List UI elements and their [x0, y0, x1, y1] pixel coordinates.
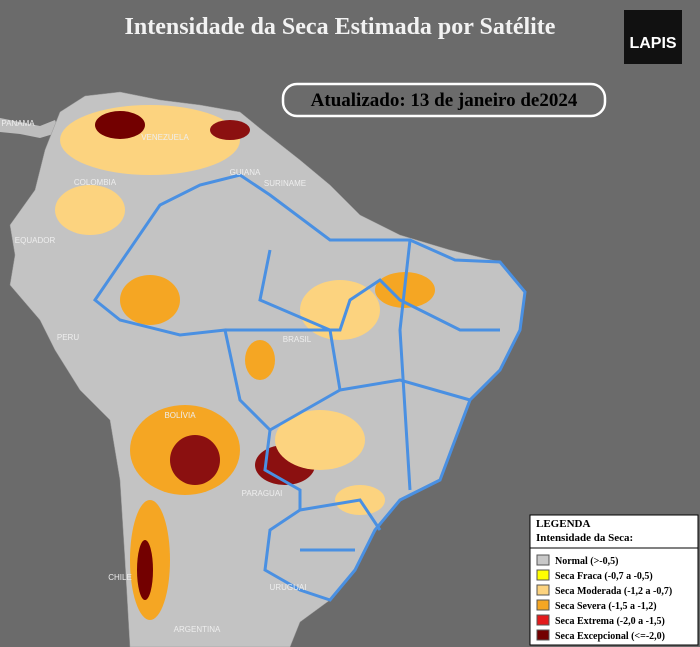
legend-box: [529, 514, 699, 646]
country-label: GUIANA: [230, 168, 261, 177]
country-label: SURINAME: [264, 179, 306, 188]
country-label: ARGENTINA: [174, 625, 221, 634]
drought-area: [245, 340, 275, 380]
drought-area: [95, 111, 145, 139]
country-label: COLOMBIA: [74, 178, 117, 187]
logo: LAPIS: [629, 35, 676, 52]
legend-swatch: [536, 614, 550, 626]
legend-title: LEGENDA: [536, 518, 590, 530]
drought-area: [120, 275, 180, 325]
legend-swatch: [536, 629, 550, 641]
legend-label: Seca Fraca (-0,7 a -0,5): [555, 571, 653, 582]
legend-swatch: [536, 599, 550, 611]
updated-box: [281, 82, 607, 118]
drought-area: [137, 540, 153, 600]
country-label: PARAGUAI: [242, 489, 283, 498]
legend-label: Normal (>-0,5): [555, 556, 618, 567]
legend-swatch: [536, 569, 550, 581]
legend-subtitle: Intensidade da Seca:: [536, 532, 633, 544]
map-labels: PANAMA VENEZUELA COLOMBIA GUIANA SURINAM…: [1, 119, 311, 634]
brazil-states: [92, 173, 527, 602]
country-label: BOLÍVIA: [164, 411, 196, 420]
country-label: VENEZUELA: [141, 133, 189, 142]
country-label: PERU: [57, 333, 79, 342]
country-label: PANAMA: [1, 119, 35, 128]
drought-areas: [55, 105, 435, 620]
legend-label: Seca Moderada (-1,2 a -0,7): [555, 586, 672, 597]
logo-box: [624, 10, 682, 64]
legend-label: Seca Excepcional (<=-2,0): [555, 631, 665, 642]
drought-area: [170, 435, 220, 485]
updated-date: Atualizado: 13 de janeiro de2024: [311, 90, 578, 111]
country-label: URUGUAI: [270, 583, 307, 592]
legend-label: Seca Extrema (-2,0 a -1,5): [555, 616, 665, 627]
drought-area: [55, 185, 125, 235]
state-border: [398, 239, 412, 491]
legend-swatch: [536, 584, 550, 596]
country-label: BRASIL: [283, 335, 312, 344]
legend-label: Seca Severa (-1,5 a -1,2): [555, 601, 657, 612]
drought-area: [275, 410, 365, 470]
state-border: [258, 249, 342, 432]
state-border: [225, 278, 500, 332]
state-border: [299, 498, 382, 552]
country-label: EQUADOR: [15, 236, 56, 245]
legend: LEGENDA Intensidade da Seca: Normal (>-0…: [529, 514, 699, 646]
panama-land: [0, 118, 60, 138]
state-border: [339, 378, 471, 402]
drought-area: [210, 120, 250, 140]
title: Intensidade da Seca Estimada por Satélit…: [125, 14, 556, 40]
legend-swatch: [536, 554, 550, 566]
country-label: CHILE: [108, 573, 132, 582]
